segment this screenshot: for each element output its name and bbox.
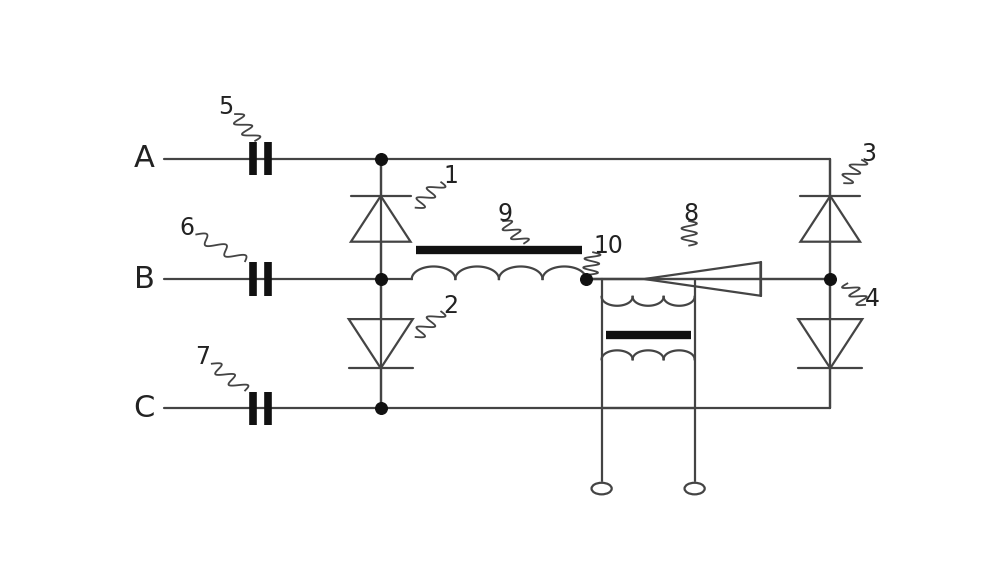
Point [822, 274, 838, 284]
Text: 8: 8 [683, 203, 698, 226]
Text: 7: 7 [195, 345, 210, 369]
Text: 1: 1 [443, 164, 458, 189]
Text: 3: 3 [862, 142, 876, 166]
Text: A: A [134, 144, 155, 173]
Text: 9: 9 [497, 203, 512, 226]
Text: 5: 5 [218, 96, 233, 119]
Text: 10: 10 [594, 233, 624, 258]
Point [373, 404, 389, 413]
Text: 6: 6 [180, 216, 194, 240]
Text: B: B [134, 265, 155, 294]
Text: C: C [134, 394, 155, 423]
Point [373, 154, 389, 163]
Point [578, 274, 594, 284]
Point [373, 274, 389, 284]
Text: 2: 2 [443, 294, 458, 318]
Text: 4: 4 [865, 287, 880, 311]
